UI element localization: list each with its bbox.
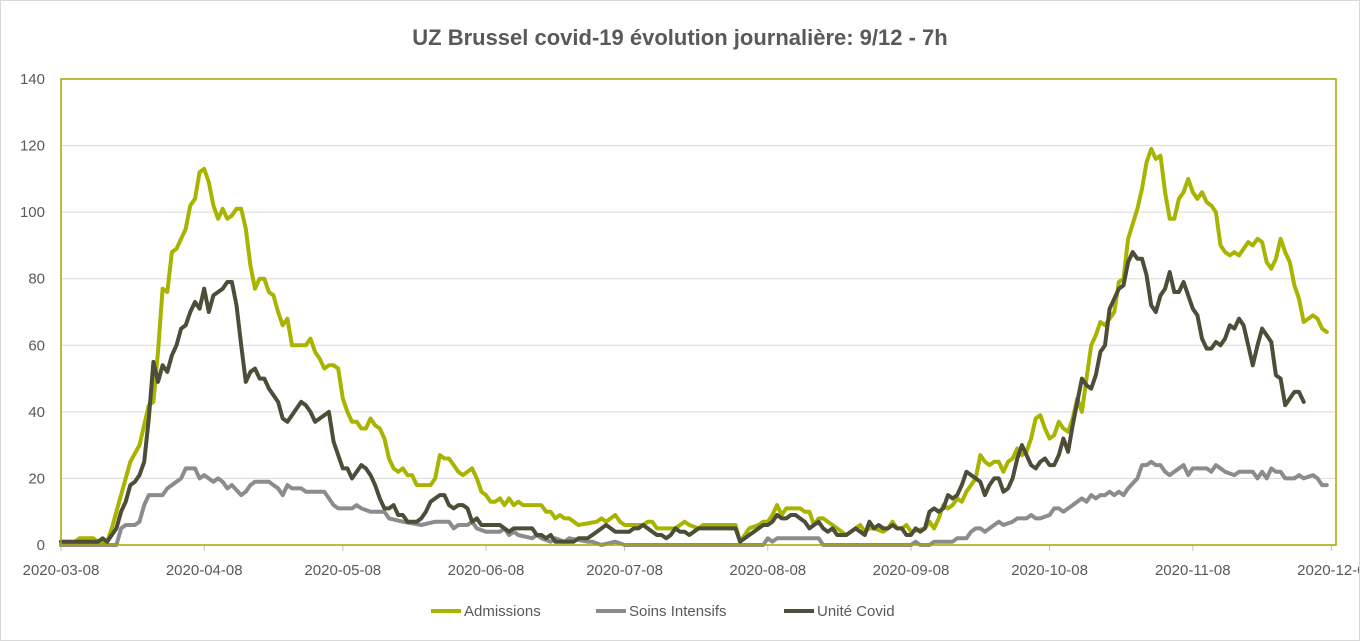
y-tick-label: 80 <box>28 271 45 288</box>
x-tick-label: 2020-05-08 <box>304 562 381 579</box>
x-tick-label: 2020-08-08 <box>729 562 806 579</box>
legend-label: Soins Intensifs <box>629 603 727 620</box>
series-line-soins-intensifs <box>59 459 1329 547</box>
series-line-admissions <box>59 146 1329 544</box>
x-tick-label: 2020-11-08 <box>1155 562 1231 579</box>
y-tick-label: 0 <box>37 537 45 554</box>
legend-label: Admissions <box>464 603 541 620</box>
legend-label: Unité Covid <box>817 603 895 620</box>
series-line-unit-covid <box>59 250 1306 544</box>
plot-area-border <box>60 78 1337 546</box>
x-tick-label: 2020-12-0 <box>1297 562 1359 579</box>
x-tick-label: 2020-09-08 <box>873 562 950 579</box>
x-tick-label: 2020-06-08 <box>448 562 525 579</box>
x-tick-label: 2020-03-08 <box>23 562 100 579</box>
x-tick-label: 2020-07-08 <box>586 562 663 579</box>
x-tick-label: 2020-10-08 <box>1011 562 1088 579</box>
grid-lines <box>61 78 1336 546</box>
chart-title: UZ Brussel covid-19 évolution journalièr… <box>412 25 947 50</box>
y-tick-label: 40 <box>28 404 45 421</box>
y-tick-label: 140 <box>20 71 45 88</box>
y-tick-label: 120 <box>20 138 45 155</box>
legend-item: Unité Covid <box>784 603 895 620</box>
series-lines <box>59 146 1329 547</box>
x-tick-label: 2020-04-08 <box>166 562 243 579</box>
y-axis: 0 20 40 60 80 100 120 140 <box>20 71 45 554</box>
legend: Admissions Soins Intensifs Unité Covid <box>431 603 895 620</box>
legend-item: Soins Intensifs <box>596 603 727 620</box>
y-tick-label: 100 <box>20 204 45 221</box>
x-axis: 2020-03-08 2020-04-08 2020-05-08 2020-06-08… <box>23 545 1359 579</box>
legend-item: Admissions <box>431 603 541 620</box>
y-tick-label: 20 <box>28 470 45 487</box>
y-tick-label: 60 <box>28 337 45 354</box>
